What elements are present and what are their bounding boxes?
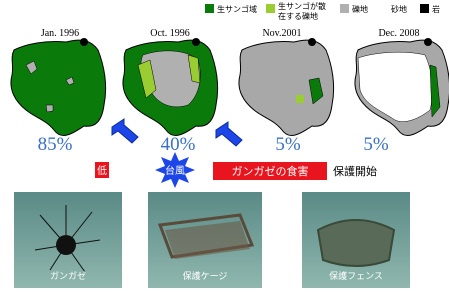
coverage: 5% [275,134,301,155]
legend-label: 在する礫地 [278,11,318,21]
photo: ガンガゼ [14,192,122,288]
map-date: Dec. 2008 [378,28,419,39]
legend-label: 岩 [432,4,440,14]
legend-swatch [340,4,349,13]
arrow [216,122,242,146]
photo-caption: ガンガゼ [50,270,86,282]
legend-swatch [376,4,385,13]
legend-swatch [420,4,429,13]
photo: 保護フェンス [302,192,410,288]
map [123,38,218,136]
event-label: 台風 [165,164,185,177]
legend-label: 生サンゴ域 [217,4,257,14]
map [11,38,106,136]
map [355,38,449,136]
photo-caption: 保護フェンス [329,270,383,282]
map-date: Nov.2001 [262,28,301,39]
coverage: 5% [363,134,389,155]
map-date: Oct. 1996 [150,28,189,39]
legend-swatch [266,4,275,13]
coverage: 85% [38,134,73,155]
event-label: ガンガゼの食害 [232,164,309,178]
photo: 保護ケージ [148,192,262,288]
legend-label: 礫地 [352,4,368,14]
figure: 生サンゴ域 生サンゴが散 在する礫地 礫地 砂地 岩 Jan. 1996 Oct… [0,0,449,292]
event-label: 保護開始 [333,164,377,178]
event-label: 低 [97,164,107,177]
map [239,38,334,136]
map-date: Jan. 1996 [41,28,79,39]
arrow [112,119,138,143]
coverage: 40% [161,134,196,155]
legend-label: 砂地 [391,4,407,14]
legend-swatch [205,4,214,13]
legend-label: 生サンゴが散 [278,1,326,11]
photo-caption: 保護ケージ [183,270,228,282]
